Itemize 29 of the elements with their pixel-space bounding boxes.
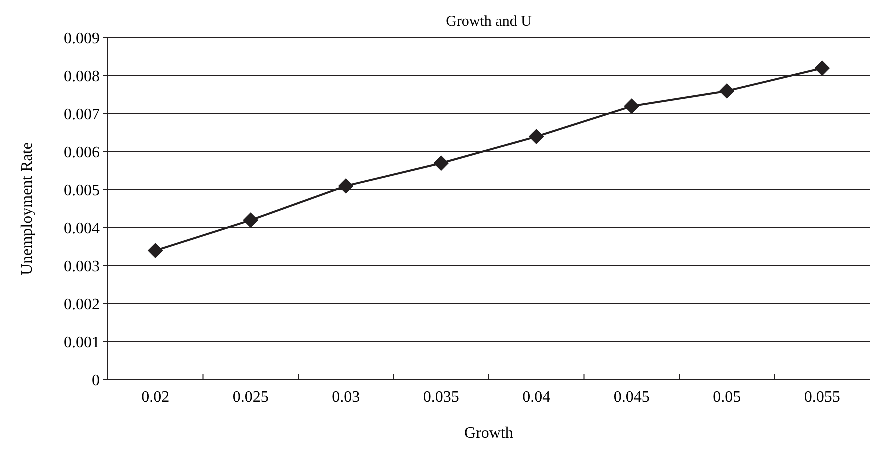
y-tick-label: 0.007 — [64, 106, 100, 124]
point — [528, 129, 544, 145]
x-tick-label: 0.025 — [232, 389, 269, 406]
y-tick-label: 0.003 — [64, 258, 100, 276]
x-tick-label: 0.05 — [713, 389, 742, 406]
point — [719, 83, 735, 99]
x-tick-label: 0.055 — [804, 389, 840, 406]
point — [434, 156, 450, 172]
point — [148, 243, 164, 259]
point — [243, 212, 259, 228]
y-tick-label: 0.005 — [64, 182, 100, 200]
y-tick-label: 0.008 — [64, 68, 100, 86]
y-tick-label: 0.004 — [64, 220, 100, 238]
y-tick-label: 0.006 — [64, 144, 100, 162]
y-axis-title: Unemployment Rate — [19, 142, 36, 276]
y-tick-label: 0.009 — [64, 30, 100, 48]
y-tick-label: 0.001 — [64, 334, 100, 352]
y-tick-label: 0 — [92, 372, 100, 390]
x-tick-label: 0.03 — [332, 389, 360, 406]
chart-title: Growth and U — [446, 14, 532, 30]
x-tick-label: 0.02 — [142, 389, 170, 406]
point — [814, 60, 830, 76]
x-axis-title: Growth — [464, 425, 514, 442]
y-tick-label: 0.002 — [64, 296, 100, 314]
x-tick-label: 0.035 — [423, 389, 460, 406]
x-tick-label: 0.045 — [614, 389, 650, 406]
x-tick-label: 0.04 — [522, 389, 551, 406]
point — [624, 98, 640, 114]
point — [338, 178, 354, 194]
